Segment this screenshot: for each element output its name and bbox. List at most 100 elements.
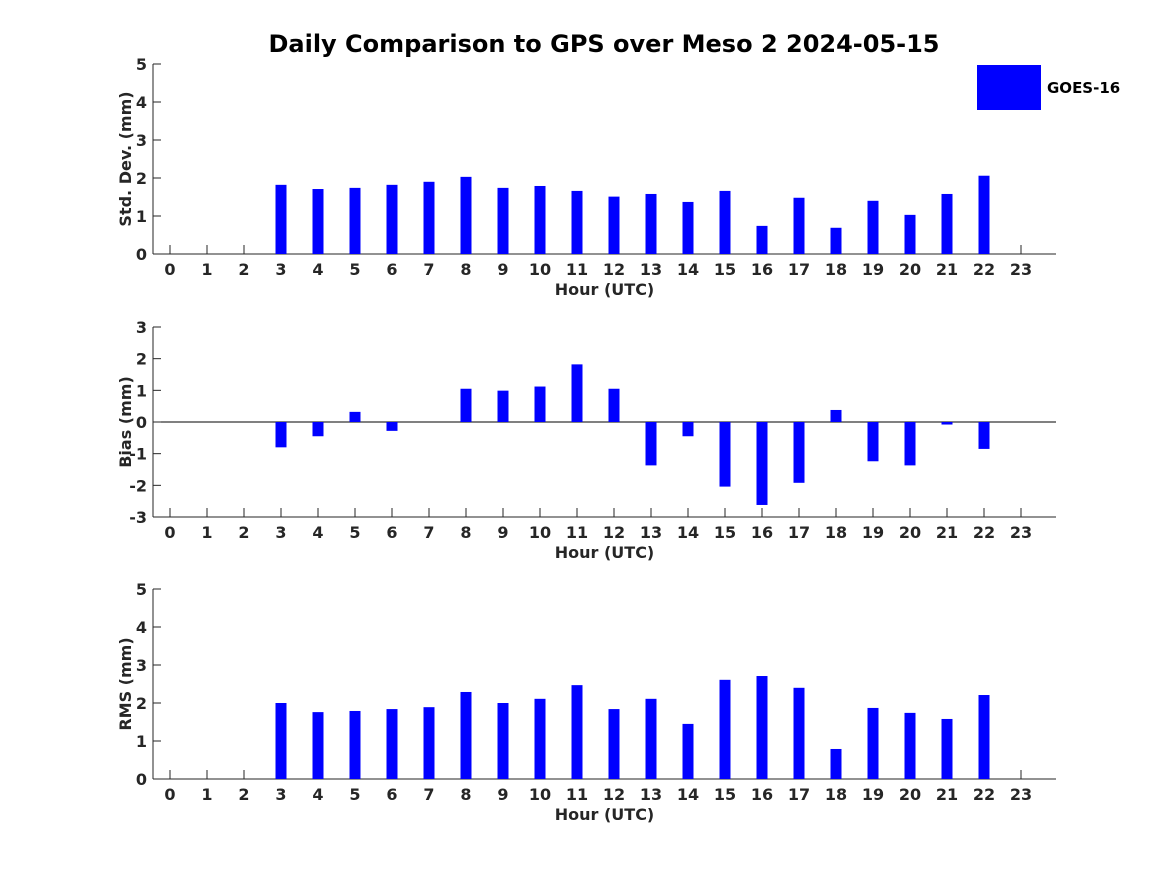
bar-std-hour-13 <box>645 193 657 254</box>
x-tick-label: 0 <box>164 785 175 804</box>
x-tick-label: 15 <box>714 260 736 279</box>
y-tick-label: 2 <box>136 350 147 369</box>
x-tick-label: 19 <box>862 260 884 279</box>
x-tick-label: 20 <box>899 260 921 279</box>
x-tick-label: 20 <box>899 785 921 804</box>
x-tick-label: 0 <box>164 523 175 542</box>
bar-rms-hour-6 <box>386 709 398 779</box>
x-tick-label: 21 <box>936 523 958 542</box>
bar-bias-hour-18 <box>830 409 842 422</box>
bar-rms-hour-4 <box>312 712 324 779</box>
y-axis-label: Bias (mm) <box>116 376 135 468</box>
bar-rms-hour-5 <box>349 710 361 779</box>
x-tick-label: 23 <box>1010 260 1032 279</box>
bar-bias-hour-17 <box>793 422 805 483</box>
x-tick-label: 4 <box>312 260 323 279</box>
y-axis-label: RMS (mm) <box>116 637 135 730</box>
bar-rms-hour-14 <box>682 723 694 779</box>
x-tick-label: 21 <box>936 260 958 279</box>
bar-std-hour-11 <box>571 190 583 254</box>
bar-bias-hour-15 <box>719 422 731 487</box>
bar-std-hour-6 <box>386 184 398 254</box>
x-tick-label: 23 <box>1010 785 1032 804</box>
x-axis-label: Hour (UTC) <box>555 805 655 824</box>
x-tick-label: 10 <box>529 260 551 279</box>
x-tick-label: 12 <box>603 785 625 804</box>
x-tick-label: 1 <box>201 260 212 279</box>
x-tick-label: 18 <box>825 785 847 804</box>
y-tick-label: -2 <box>129 476 147 495</box>
y-tick-label: 1 <box>136 732 147 751</box>
x-tick-label: 10 <box>529 523 551 542</box>
bar-std-hour-22 <box>978 175 990 254</box>
bar-rms-hour-8 <box>460 691 472 779</box>
x-tick-label: 17 <box>788 523 810 542</box>
x-tick-label: 22 <box>973 260 995 279</box>
x-tick-label: 7 <box>423 523 434 542</box>
x-tick-label: 13 <box>640 523 662 542</box>
x-tick-label: 3 <box>275 260 286 279</box>
bar-rms-hour-10 <box>534 698 546 779</box>
bar-bias-hour-14 <box>682 422 694 437</box>
bar-std-hour-10 <box>534 185 546 254</box>
y-tick-label: 0 <box>136 770 147 789</box>
y-tick-label: 3 <box>136 131 147 150</box>
bar-bias-hour-21 <box>941 422 953 425</box>
bar-bias-hour-19 <box>867 422 879 462</box>
bar-rms-hour-21 <box>941 718 953 779</box>
x-tick-label: 14 <box>677 785 699 804</box>
x-tick-label: 12 <box>603 260 625 279</box>
x-tick-label: 11 <box>566 523 588 542</box>
x-axis-label: Hour (UTC) <box>555 280 655 299</box>
x-tick-label: 3 <box>275 523 286 542</box>
x-tick-label: 7 <box>423 260 434 279</box>
x-tick-label: 15 <box>714 523 736 542</box>
bar-std-hour-19 <box>867 200 879 254</box>
x-tick-label: 9 <box>497 785 508 804</box>
bar-std-hour-12 <box>608 196 620 254</box>
bar-std-hour-15 <box>719 190 731 254</box>
bar-rms-hour-13 <box>645 698 657 779</box>
x-tick-label: 21 <box>936 785 958 804</box>
bar-bias-hour-5 <box>349 411 361 422</box>
bar-rms-hour-20 <box>904 712 916 779</box>
x-tick-label: 6 <box>386 523 397 542</box>
x-tick-label: 4 <box>312 785 323 804</box>
x-tick-label: 22 <box>973 785 995 804</box>
bar-std-hour-8 <box>460 176 472 254</box>
bar-bias-hour-11 <box>571 364 583 422</box>
bar-rms-hour-18 <box>830 748 842 779</box>
x-tick-label: 16 <box>751 785 773 804</box>
y-tick-label: 5 <box>136 55 147 74</box>
x-tick-label: 4 <box>312 523 323 542</box>
x-tick-label: 20 <box>899 523 921 542</box>
y-tick-label: 0 <box>136 413 147 432</box>
x-tick-label: 14 <box>677 260 699 279</box>
bar-bias-hour-10 <box>534 386 546 422</box>
y-tick-label: 4 <box>136 93 147 112</box>
x-tick-label: 23 <box>1010 523 1032 542</box>
bar-std-hour-16 <box>756 225 768 254</box>
bar-bias-hour-6 <box>386 422 398 431</box>
bar-rms-hour-17 <box>793 687 805 779</box>
bar-rms-hour-3 <box>275 703 287 779</box>
x-tick-label: 9 <box>497 260 508 279</box>
y-tick-label: -1 <box>129 445 147 464</box>
bar-std-hour-7 <box>423 181 435 254</box>
x-tick-label: 5 <box>349 523 360 542</box>
x-tick-label: 7 <box>423 785 434 804</box>
x-tick-label: 11 <box>566 785 588 804</box>
x-tick-label: 8 <box>460 260 471 279</box>
bar-std-hour-20 <box>904 214 916 254</box>
y-tick-label: 0 <box>136 245 147 264</box>
y-axis-label: Std. Dev. (mm) <box>116 91 135 226</box>
x-tick-label: 0 <box>164 260 175 279</box>
x-tick-label: 17 <box>788 785 810 804</box>
bar-bias-hour-22 <box>978 422 990 449</box>
x-tick-label: 12 <box>603 523 625 542</box>
